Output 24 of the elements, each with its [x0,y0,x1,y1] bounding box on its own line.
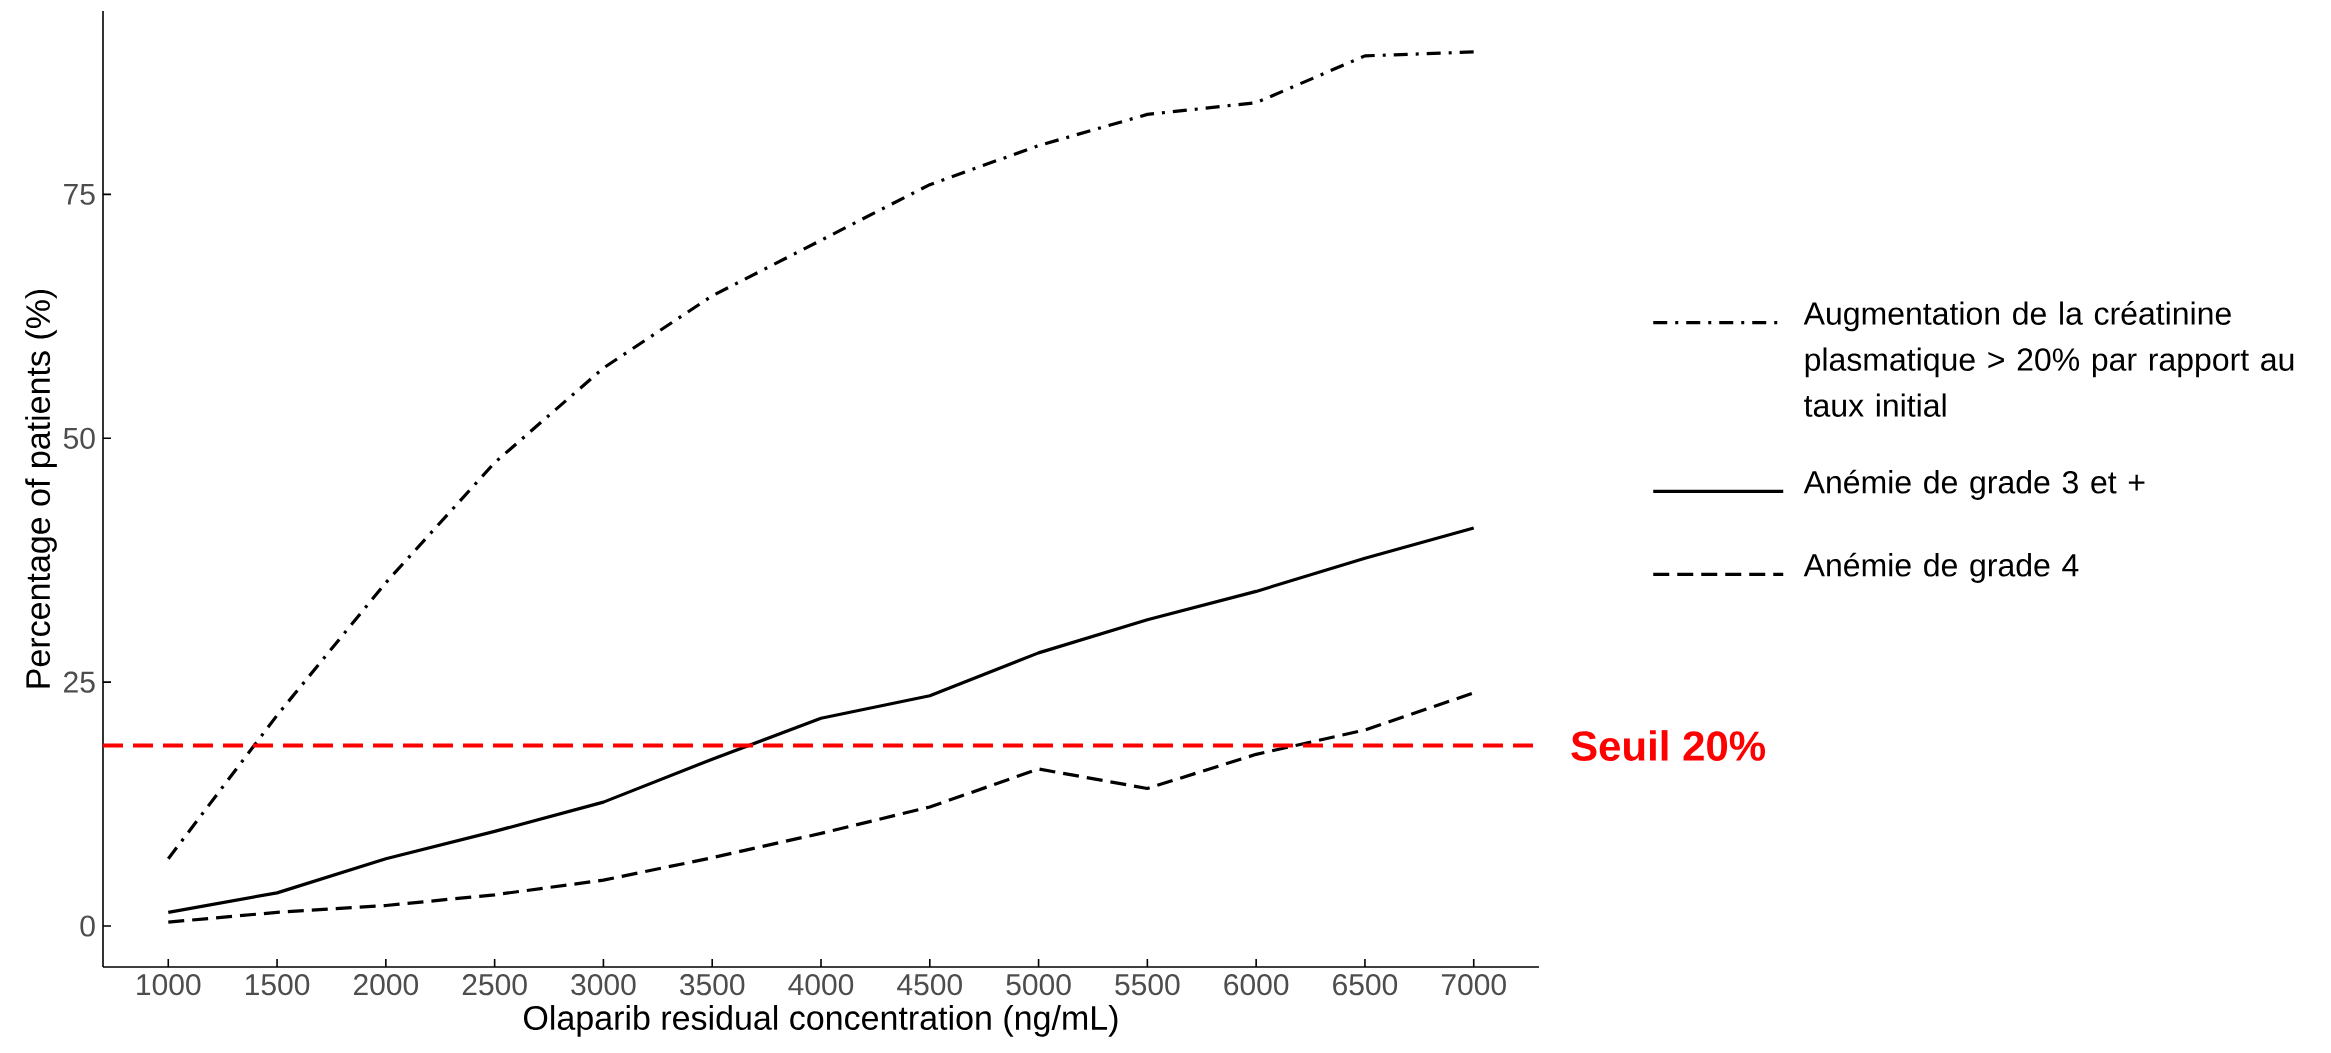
x-tick-label: 4500 [897,974,962,996]
legend-label: Anémie de grade 4 [1803,552,2079,583]
line-series [166,526,1476,914]
y-tick-label: 75 [64,183,95,205]
legend-label: Augmentation de la créatinine plasmatique > 20% par rapport au taux initial [1803,301,2294,417]
x-tick-label: 1500 [245,974,310,996]
y-axis-title: Percentage of patients (%) [25,289,57,688]
x-tick-label: 2000 [353,974,419,996]
x-tick-label: 5000 [1006,974,1071,996]
x-tick-label: 7000 [1441,974,1506,996]
x-tick-label: 5500 [1115,974,1180,996]
y-tick-label: 50 [63,427,95,449]
x-tick-label: 4000 [788,974,854,996]
legend-label: Anémie de grade 3 et + [1803,469,2145,500]
x-tick-label: 3000 [571,974,636,996]
x-axis-title: Olaparib residual concentration (ng/mL) [524,1005,1118,1037]
ref-line-label: Seuil 20% [1571,730,1766,761]
x-tick-label: 1000 [137,974,201,996]
y-tick-label: 25 [64,671,95,693]
x-tick-label: 3500 [679,974,745,996]
x-tick-label: 6500 [1333,974,1398,996]
y-tick-label: 0 [80,915,95,937]
x-tick-label: 6000 [1224,974,1289,996]
x-tick-label: 2500 [462,974,527,996]
